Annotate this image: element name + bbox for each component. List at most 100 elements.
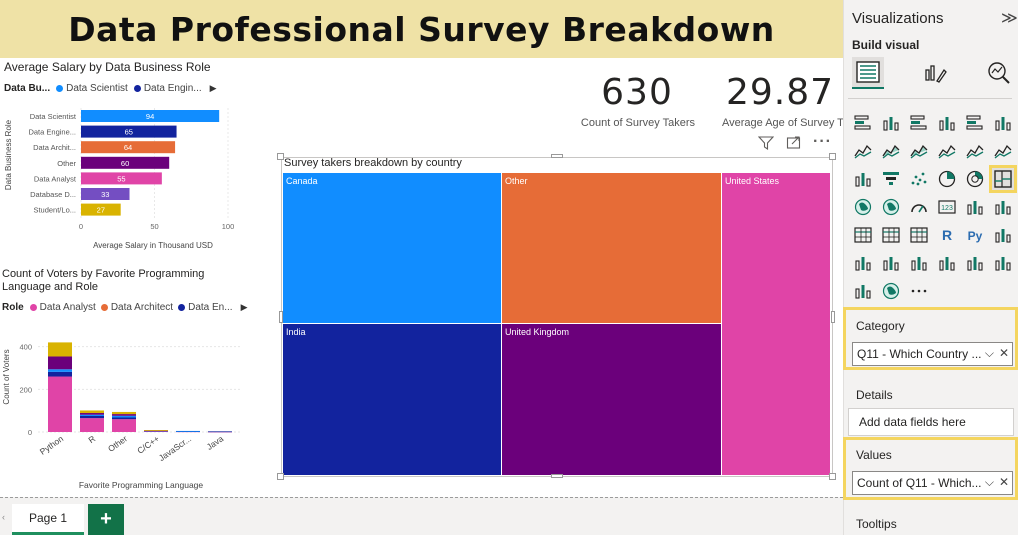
100-stacked-bar-chart-icon[interactable] [964,112,986,134]
ribbon-chart-icon[interactable] [992,140,1014,162]
paginated-report-icon[interactable] [936,252,958,274]
more-visuals-icon[interactable] [908,280,930,302]
voters-chart-legend[interactable]: Role Data Analyst Data Architect Data En… [2,302,247,313]
voters-bar-segment[interactable] [48,356,72,370]
funnel-chart-icon[interactable] [880,168,902,190]
resize-handle[interactable] [831,311,835,323]
stacked-bar-chart-icon[interactable] [852,112,874,134]
details-drop-zone[interactable]: Add data fields here [848,408,1014,436]
format-visual-tab[interactable] [921,59,949,87]
treemap-cell-other[interactable]: Other [502,173,722,324]
voters-bar-segment[interactable] [48,376,72,432]
decomposition-tree-icon[interactable] [852,252,874,274]
treemap-cell-india[interactable]: India [283,324,502,476]
salary-bar[interactable] [81,188,130,200]
slicer-icon[interactable] [852,224,874,246]
more-options-icon[interactable]: ··· [813,133,832,150]
filter-icon[interactable] [757,136,775,153]
voters-bar-segment[interactable] [48,342,72,357]
line-stacked-column-icon[interactable] [964,140,986,162]
power-automate-icon[interactable] [992,252,1014,274]
azure-map-icon[interactable] [880,280,902,302]
resize-handle[interactable] [551,474,563,478]
voters-stacked-column-chart[interactable]: Count of Voters Favorite Programming Lan… [0,320,270,494]
voters-bar-segment[interactable] [176,430,200,432]
voters-bar-segment[interactable] [48,371,72,377]
treemap-icon[interactable] [989,165,1017,193]
table-icon[interactable] [880,224,902,246]
collapse-pane-icon[interactable]: ≫ [1001,10,1018,27]
area-chart-icon[interactable] [880,140,902,162]
resize-handle[interactable] [829,153,836,160]
power-apps-icon[interactable] [964,252,986,274]
pie-chart-icon[interactable] [936,168,958,190]
salary-bar[interactable] [81,141,176,154]
voters-bar-segment[interactable] [80,414,104,416]
treemap-cell-canada[interactable]: Canada [283,173,502,324]
resize-handle[interactable] [279,311,283,323]
legend-next-arrow-icon[interactable]: ▶ [209,83,217,93]
voters-bar-segment[interactable] [80,410,104,414]
kpi-icon[interactable] [992,196,1014,218]
qna-icon[interactable] [880,252,902,274]
add-page-button[interactable]: + [88,504,124,535]
waterfall-chart-icon[interactable] [852,168,874,190]
python-visual-icon[interactable]: Py [964,224,986,246]
voters-bar-segment[interactable] [80,413,104,415]
smart-narrative-icon[interactable] [908,252,930,274]
matrix-icon[interactable] [908,224,930,246]
legend-next-arrow-icon[interactable]: ▶ [240,302,248,312]
donut-chart-icon[interactable] [964,168,986,190]
line-chart-icon[interactable] [852,140,874,162]
stacked-area-chart-icon[interactable] [908,140,930,162]
chevron-down-icon[interactable]: ⌵ [984,475,994,489]
filled-map-icon[interactable] [880,196,902,218]
100-stacked-column-chart-icon[interactable] [992,112,1014,134]
stacked-column-chart-icon[interactable] [880,112,902,134]
page-tab-page-1[interactable]: Page 1 [12,504,84,535]
salary-bar-chart[interactable]: Data Business Role Average Salary in Tho… [0,100,240,252]
salary-bar[interactable] [81,110,220,122]
treemap-cell-united-states[interactable]: United States [722,173,831,476]
salary-bar[interactable] [81,172,162,185]
focus-mode-icon[interactable] [786,136,802,153]
clustered-column-chart-icon[interactable] [936,112,958,134]
treemap-cell-united-kingdom[interactable]: United Kingdom [502,324,722,476]
voters-bar-segment[interactable] [80,416,104,419]
multi-row-card-icon[interactable] [964,196,986,218]
clustered-bar-chart-icon[interactable] [908,112,930,134]
resize-handle[interactable] [277,153,284,160]
resize-handle[interactable] [551,154,563,158]
chevron-down-icon[interactable]: ⌵ [984,346,994,360]
build-visual-tab[interactable] [852,57,884,89]
resize-handle[interactable] [277,473,284,480]
remove-field-icon[interactable]: ✕ [998,475,1009,489]
voters-bar-segment[interactable] [112,415,136,418]
voters-bar-segment[interactable] [208,431,232,433]
salary-bar[interactable] [81,203,121,216]
scatter-chart-icon[interactable] [908,168,930,190]
power-automate-diamond-icon[interactable] [852,280,874,302]
category-field-pill[interactable]: Q11 - Which Country ... ⌵ ✕ [852,342,1013,366]
voters-bar-segment[interactable] [144,430,168,431]
r-visual-icon[interactable]: R [936,224,958,246]
resize-handle[interactable] [829,473,836,480]
map-icon[interactable] [852,196,874,218]
voters-bar-segment[interactable] [112,411,136,415]
voters-bar-segment[interactable] [112,419,136,432]
voters-bar-segment[interactable] [80,418,104,432]
gauge-icon[interactable] [908,196,930,218]
voters-bar-segment[interactable] [112,414,136,416]
card-icon[interactable]: 123 [936,196,958,218]
key-influencers-icon[interactable] [992,224,1014,246]
salary-bar[interactable] [81,125,177,138]
values-field-pill[interactable]: Count of Q11 - Which... ⌵ ✕ [852,471,1013,495]
salary-chart-legend[interactable]: Data Bu... Data Scientist Data Engin... … [4,83,217,94]
scroll-left-icon[interactable]: ‹ [2,512,5,522]
salary-bar[interactable] [81,156,170,169]
voters-bar-segment[interactable] [48,369,72,372]
remove-field-icon[interactable]: ✕ [998,346,1009,360]
line-clustered-column-icon[interactable] [936,140,958,162]
analytics-tab[interactable] [985,59,1013,87]
voters-bar-segment[interactable] [112,417,136,420]
